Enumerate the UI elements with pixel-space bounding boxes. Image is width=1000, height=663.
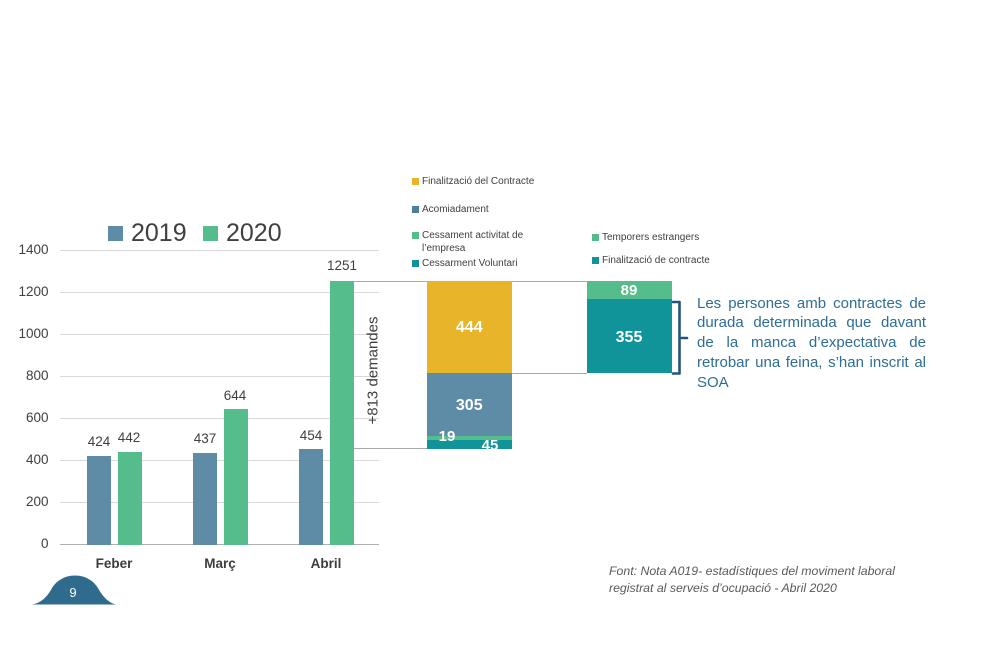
svg-text:9: 9 [69,585,76,600]
